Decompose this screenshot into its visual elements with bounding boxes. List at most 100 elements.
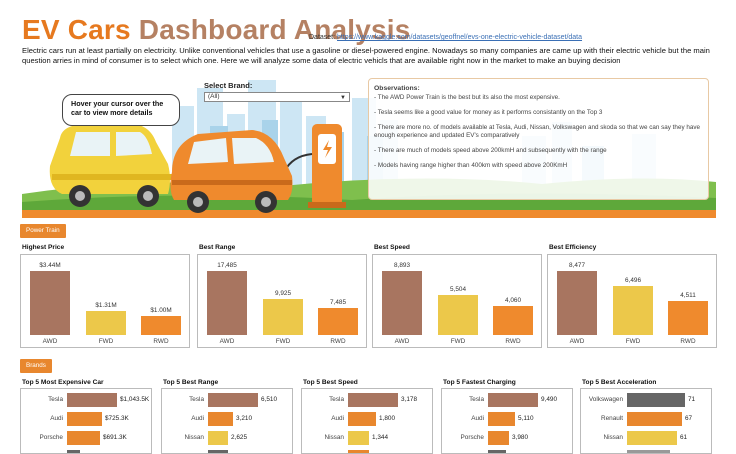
brand-row[interactable]: Skoda 53 bbox=[581, 450, 711, 453]
brand-row[interactable]: Volkswagen 71 bbox=[581, 393, 711, 407]
bar-nissan[interactable] bbox=[627, 431, 677, 445]
bar-fwd[interactable] bbox=[86, 311, 126, 335]
bar-value-label: 9,490 bbox=[541, 396, 557, 403]
bar-value-label: 4,060 bbox=[505, 297, 521, 304]
bar-rwd[interactable] bbox=[493, 306, 533, 335]
observation-item: - There are much of models speed above 2… bbox=[374, 147, 607, 154]
observation-item: - Models having range higher than 400km … bbox=[374, 162, 568, 169]
chart-fastest-charging[interactable]: Tesla 9,490 Audi 5,110 Porsche 3,980 Volkswage… bbox=[441, 388, 573, 454]
title-part-dashboard: Dashboard Analysis bbox=[138, 14, 411, 45]
orange-car-icon bbox=[170, 130, 293, 213]
bar-awd[interactable] bbox=[207, 271, 247, 335]
chart-title-best-efficiency: Best Efficiency bbox=[549, 244, 597, 251]
bar-audi[interactable] bbox=[488, 412, 515, 426]
brand-label: Tesla bbox=[48, 396, 63, 403]
brand-row[interactable]: Nissan $267.3K bbox=[21, 450, 151, 453]
bar-value-label: $3.44M bbox=[39, 262, 61, 269]
bar-fwd[interactable] bbox=[613, 286, 653, 335]
chart-title-best-speed: Best Speed bbox=[374, 244, 410, 251]
brand-row[interactable]: Audi 5,110 bbox=[442, 412, 572, 426]
brand-row[interactable]: Nissan 1,344 bbox=[302, 431, 432, 445]
brand-row[interactable]: Volkswagen 3,330 bbox=[442, 450, 572, 453]
category-tick-label: AWD bbox=[42, 338, 58, 345]
bar-volkswagen[interactable] bbox=[488, 450, 506, 453]
chart-highest-price[interactable]: $3.44M AWD $1.31M FWD $1.00M RWD bbox=[20, 254, 190, 348]
bar-awd[interactable] bbox=[382, 271, 422, 335]
brand-row[interactable]: Audi 1,800 bbox=[302, 412, 432, 426]
bar-renault[interactable] bbox=[627, 412, 682, 426]
bar-value-label: 1,344 bbox=[372, 434, 388, 441]
brand-row[interactable]: Nissan 2,625 bbox=[162, 431, 292, 445]
brand-row[interactable]: Porsche 1,330 bbox=[302, 450, 432, 453]
brand-row[interactable]: Porsche 3,980 bbox=[442, 431, 572, 445]
brand-label: Volkswagen bbox=[588, 396, 623, 403]
bar-tesla[interactable] bbox=[488, 393, 538, 407]
bar-porsche[interactable] bbox=[348, 450, 369, 453]
bar-skoda[interactable] bbox=[627, 450, 670, 453]
bar-nissan[interactable] bbox=[67, 450, 80, 453]
section-tab-power-train[interactable]: Power Train bbox=[20, 224, 66, 238]
category-tick-label: FWD bbox=[450, 338, 466, 345]
chart-top-range[interactable]: Tesla 6,510 Audi 3,210 Nissan 2,625 Volkswagen… bbox=[161, 388, 293, 454]
dataset-link[interactable]: https://www.kaggle.com/datasets/geoffnel… bbox=[337, 34, 583, 41]
bar-nissan[interactable] bbox=[208, 431, 228, 445]
brand-row[interactable]: Porsche $691.3K bbox=[21, 431, 151, 445]
brand-row[interactable]: Audi 3,210 bbox=[162, 412, 292, 426]
brand-row[interactable]: Nissan 61 bbox=[581, 431, 711, 445]
bar-value-label: 71 bbox=[688, 396, 696, 403]
bar-tesla[interactable] bbox=[67, 393, 117, 407]
chart-best-efficiency[interactable]: 8,477 AWD 6,496 FWD 4,511 RWD bbox=[547, 254, 717, 348]
bar-rwd[interactable] bbox=[318, 308, 358, 335]
charging-station-icon bbox=[283, 124, 346, 208]
brand-row[interactable]: Tesla 3,178 bbox=[302, 393, 432, 407]
brand-row[interactable]: Volkswagen 2,545 bbox=[162, 450, 292, 453]
bar-value-label: 8,893 bbox=[394, 262, 410, 269]
brand-label: Tesla bbox=[469, 396, 484, 403]
bar-rwd[interactable] bbox=[668, 301, 708, 335]
bar-awd[interactable] bbox=[30, 271, 70, 335]
dataset-reference: Dataset: https://www.kaggle.com/datasets… bbox=[309, 34, 582, 41]
brand-filter-select[interactable]: (All) ▼ bbox=[204, 92, 350, 102]
bar-porsche[interactable] bbox=[488, 431, 509, 445]
chart-top-speed[interactable]: Tesla 3,178 Audi 1,800 Nissan 1,344 Porsche 1,3… bbox=[301, 388, 433, 454]
observations-title: Observations: bbox=[374, 85, 420, 92]
category-tick-label: FWD bbox=[625, 338, 641, 345]
bar-audi[interactable] bbox=[67, 412, 102, 426]
chart-best-range[interactable]: 17,485 AWD 9,925 FWD 7,485 RWD bbox=[197, 254, 367, 348]
bar-audi[interactable] bbox=[348, 412, 376, 426]
bar-awd[interactable] bbox=[557, 271, 597, 335]
bar-value-label: $691.3K bbox=[103, 434, 127, 441]
chart-best-speed[interactable]: 8,893 AWD 5,504 FWD 4,060 RWD bbox=[372, 254, 542, 348]
bar-rwd[interactable] bbox=[141, 316, 181, 335]
bar-porsche[interactable] bbox=[67, 431, 100, 445]
brand-label: Tesla bbox=[329, 396, 344, 403]
brand-label: Nissan bbox=[324, 434, 344, 441]
bar-value-label: 67 bbox=[685, 415, 693, 422]
bar-value-label: $1,043.5K bbox=[120, 396, 150, 403]
bar-volkswagen[interactable] bbox=[208, 450, 228, 453]
chart-best-acceleration[interactable]: Volkswagen 71 Renault 67 Nissan 61 Skoda 53 bbox=[580, 388, 712, 454]
brand-row[interactable]: Renault 67 bbox=[581, 412, 711, 426]
chart-top-expensive[interactable]: Tesla $1,043.5K Audi $725.3K Porsche $691.3K N… bbox=[20, 388, 152, 454]
observation-item: - The AWD Power Train is the best but it… bbox=[374, 94, 560, 101]
category-tick-label: AWD bbox=[394, 338, 410, 345]
observation-item: - There are more no. of models available… bbox=[374, 124, 700, 139]
bar-tesla[interactable] bbox=[208, 393, 258, 407]
bar-fwd[interactable] bbox=[438, 295, 478, 335]
bar-nissan[interactable] bbox=[348, 431, 369, 445]
bar-value-label: 5,110 bbox=[518, 415, 534, 422]
brand-label: Nissan bbox=[21, 450, 63, 453]
brand-row[interactable]: Tesla $1,043.5K bbox=[21, 393, 151, 407]
brand-row[interactable]: Tesla 6,510 bbox=[162, 393, 292, 407]
brand-row[interactable]: Tesla 9,490 bbox=[442, 393, 572, 407]
bar-volkswagen[interactable] bbox=[627, 393, 685, 407]
bar-value-label: 6,510 bbox=[261, 396, 277, 403]
brand-row[interactable]: Audi $725.3K bbox=[21, 412, 151, 426]
brand-label: Porsche bbox=[39, 434, 63, 441]
section-tab-brands[interactable]: Brands bbox=[20, 359, 52, 373]
brand-filter-value: (All) bbox=[208, 93, 220, 100]
bar-tesla[interactable] bbox=[348, 393, 398, 407]
title-part-ev-cars: EV Cars bbox=[22, 14, 139, 45]
bar-fwd[interactable] bbox=[263, 299, 303, 335]
bar-audi[interactable] bbox=[208, 412, 233, 426]
